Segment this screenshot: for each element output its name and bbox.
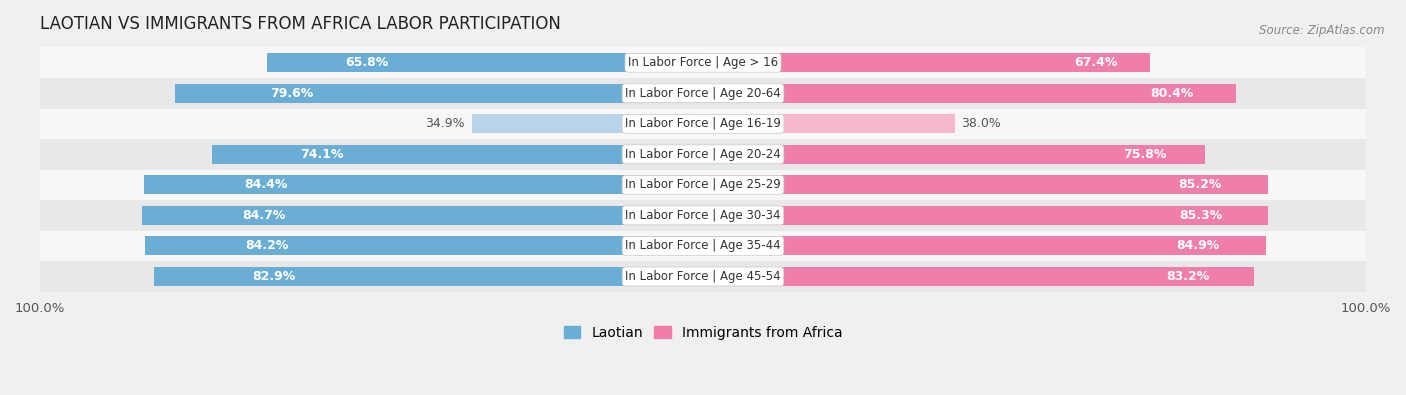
Text: Source: ZipAtlas.com: Source: ZipAtlas.com [1260, 24, 1385, 37]
Text: 80.4%: 80.4% [1150, 87, 1194, 100]
Text: 34.9%: 34.9% [426, 117, 465, 130]
Text: 84.7%: 84.7% [243, 209, 285, 222]
Text: In Labor Force | Age 20-64: In Labor Force | Age 20-64 [626, 87, 780, 100]
Text: 74.1%: 74.1% [301, 148, 343, 161]
Text: In Labor Force | Age 20-24: In Labor Force | Age 20-24 [626, 148, 780, 161]
Bar [41, 109, 1365, 139]
Text: LAOTIAN VS IMMIGRANTS FROM AFRICA LABOR PARTICIPATION: LAOTIAN VS IMMIGRANTS FROM AFRICA LABOR … [41, 15, 561, 33]
Bar [176, 84, 703, 103]
Text: 84.4%: 84.4% [245, 179, 288, 192]
Bar [703, 206, 1268, 225]
Text: In Labor Force | Age 35-44: In Labor Force | Age 35-44 [626, 239, 780, 252]
Text: 65.8%: 65.8% [346, 56, 388, 69]
Bar [212, 145, 703, 164]
Bar [41, 78, 1365, 109]
Bar [153, 267, 703, 286]
Bar [41, 169, 1365, 200]
Text: 84.9%: 84.9% [1177, 239, 1220, 252]
Bar [703, 175, 1268, 194]
Text: In Labor Force | Age 25-29: In Labor Force | Age 25-29 [626, 179, 780, 192]
Bar [145, 237, 703, 256]
Bar [41, 139, 1365, 169]
Legend: Laotian, Immigrants from Africa: Laotian, Immigrants from Africa [558, 320, 848, 345]
Bar [703, 84, 1236, 103]
Bar [703, 53, 1150, 72]
Bar [143, 175, 703, 194]
Bar [703, 267, 1254, 286]
Bar [41, 261, 1365, 292]
Text: 85.2%: 85.2% [1178, 179, 1222, 192]
Bar [142, 206, 703, 225]
Bar [471, 114, 703, 133]
Text: In Labor Force | Age > 16: In Labor Force | Age > 16 [628, 56, 778, 69]
Bar [703, 237, 1265, 256]
Text: In Labor Force | Age 16-19: In Labor Force | Age 16-19 [626, 117, 780, 130]
Text: 67.4%: 67.4% [1074, 56, 1118, 69]
Text: 82.9%: 82.9% [253, 270, 295, 283]
Text: 83.2%: 83.2% [1167, 270, 1211, 283]
Bar [41, 47, 1365, 78]
Bar [41, 200, 1365, 231]
Text: 84.2%: 84.2% [246, 239, 288, 252]
Bar [703, 145, 1205, 164]
Text: In Labor Force | Age 45-54: In Labor Force | Age 45-54 [626, 270, 780, 283]
Text: 75.8%: 75.8% [1123, 148, 1167, 161]
Bar [703, 114, 955, 133]
Text: 85.3%: 85.3% [1178, 209, 1222, 222]
Text: In Labor Force | Age 30-34: In Labor Force | Age 30-34 [626, 209, 780, 222]
Text: 79.6%: 79.6% [270, 87, 314, 100]
Text: 38.0%: 38.0% [962, 117, 1001, 130]
Bar [41, 231, 1365, 261]
Bar [267, 53, 703, 72]
